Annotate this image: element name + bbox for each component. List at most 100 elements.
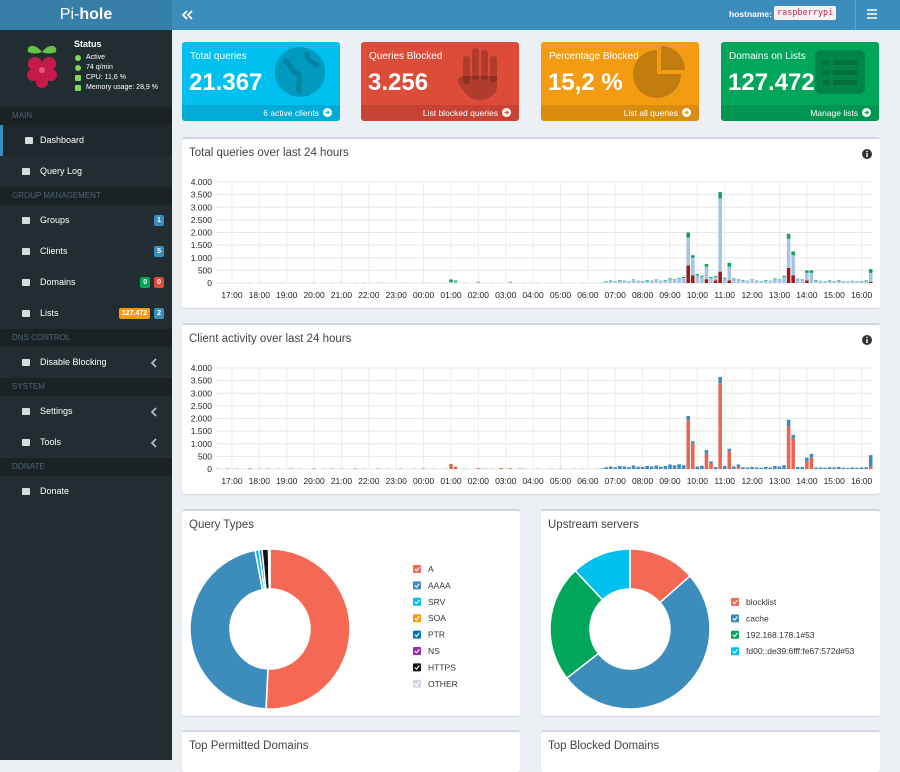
x-tick-label: 20:00 <box>303 290 325 300</box>
stat-link[interactable]: Manage lists <box>721 105 879 121</box>
stat-link[interactable]: List blocked queries <box>361 105 519 121</box>
stat-title: Queries Blocked <box>369 51 442 62</box>
bar-segment <box>422 468 426 469</box>
bar-segment <box>613 467 617 469</box>
legend-item[interactable]: NS <box>413 646 440 656</box>
stat-value: 15,2 % <box>548 69 623 97</box>
chevron-path <box>152 359 156 367</box>
menu-item[interactable]: Disable Blocking <box>0 347 172 378</box>
bar-segment <box>842 468 846 469</box>
menu-item[interactable]: Query Log <box>0 156 172 187</box>
bar-segment <box>696 466 700 469</box>
status-title: Status <box>74 39 102 49</box>
bar-segment <box>655 279 659 280</box>
bar-segment <box>805 458 809 462</box>
legend-item[interactable]: SRV <box>413 597 446 607</box>
status-dot <box>75 55 81 61</box>
bar-segment <box>691 258 695 276</box>
legend-item[interactable]: fd00::de39:6fff:fe67:572d#53 <box>731 646 855 656</box>
menu-icon <box>22 217 30 224</box>
menu-item[interactable]: Tools <box>0 427 172 458</box>
legend-item[interactable]: blocklist <box>731 597 777 607</box>
legend-label: A <box>428 564 434 574</box>
x-tick-label: 19:00 <box>276 290 298 300</box>
x-tick-label: 01:00 <box>440 476 462 486</box>
logo[interactable]: Pi-hole <box>0 0 172 30</box>
legend-swatch <box>413 581 421 589</box>
x-tick-label: 04:00 <box>522 476 544 486</box>
bar-segment <box>759 281 763 283</box>
badge: 0 <box>154 277 164 288</box>
hostname: raspberrypi <box>774 6 836 20</box>
chevron <box>150 438 158 448</box>
bar-segment <box>454 281 458 283</box>
bar-segment <box>805 461 809 469</box>
menu-item[interactable]: Donate <box>0 476 172 507</box>
bar-segment <box>723 466 727 469</box>
legend-item[interactable]: OTHER <box>413 679 458 689</box>
status-row: Memory usage: 28,9 % <box>74 83 158 93</box>
menu-heading: DNS CONTROL <box>0 329 172 347</box>
bar-segment <box>814 467 818 469</box>
bar-segment <box>664 280 668 283</box>
legend-item[interactable]: 192.168.178.1#53 <box>731 630 815 640</box>
menu-item[interactable]: Settings <box>0 396 172 427</box>
bar-segment <box>846 468 850 469</box>
bar-segment <box>509 468 513 469</box>
stat-link[interactable]: 6 active clients <box>182 105 340 121</box>
bar-segment <box>627 281 631 283</box>
legend-swatch <box>731 598 739 606</box>
collapse-button[interactable] <box>180 8 194 22</box>
bar-segment <box>645 280 649 283</box>
bar-segment <box>714 280 718 283</box>
bar-segment <box>764 280 768 283</box>
menu-button[interactable] <box>866 8 878 20</box>
legend-label: OTHER <box>428 679 458 689</box>
legend-item[interactable]: AAAA <box>413 580 451 590</box>
bar-segment <box>828 280 832 281</box>
legend-item[interactable]: SOA <box>413 613 446 623</box>
bar-segment <box>805 280 809 283</box>
bar-segment <box>609 466 613 469</box>
bar-segment <box>449 464 453 469</box>
y-tick-label: 3.500 <box>191 190 213 200</box>
bar-segment <box>668 278 672 279</box>
legend-item[interactable]: HTTPS <box>413 662 456 672</box>
bar-segment <box>801 279 805 280</box>
menu-item[interactable]: Dashboard <box>0 125 172 156</box>
stat-icon <box>633 46 689 102</box>
arrow-icon <box>323 108 332 117</box>
legend-item[interactable]: cache <box>731 613 769 623</box>
stat-value: 127.472 <box>728 69 815 97</box>
menu-label: Disable Blocking <box>40 357 107 367</box>
info-icon[interactable] <box>862 149 872 159</box>
x-tick-label: 04:00 <box>522 290 544 300</box>
info-icon[interactable] <box>862 335 872 345</box>
x-tick-label: 14:00 <box>796 476 818 486</box>
menu-icon <box>22 359 30 366</box>
menu-icon <box>22 488 30 495</box>
bar-segment <box>463 282 467 283</box>
logo-suffix: hole <box>79 6 112 23</box>
bar-segment <box>737 464 741 466</box>
bar-segment <box>773 466 777 469</box>
legend-item[interactable]: A <box>413 564 434 574</box>
bar-segment <box>837 280 841 281</box>
stat-link-text: List blocked queries <box>423 108 498 118</box>
bar-segment <box>832 467 836 469</box>
stat-link[interactable]: List all queries <box>541 105 699 121</box>
legend-item[interactable]: PTR <box>413 630 445 640</box>
legend-swatch <box>413 614 421 622</box>
status-dot <box>75 75 81 81</box>
status-row: 74 q/min <box>74 63 158 73</box>
bar-segment <box>709 464 713 469</box>
hostname-label: hostname: <box>729 9 772 19</box>
chevron <box>150 407 158 417</box>
status-text: 74 q/min <box>86 64 113 71</box>
